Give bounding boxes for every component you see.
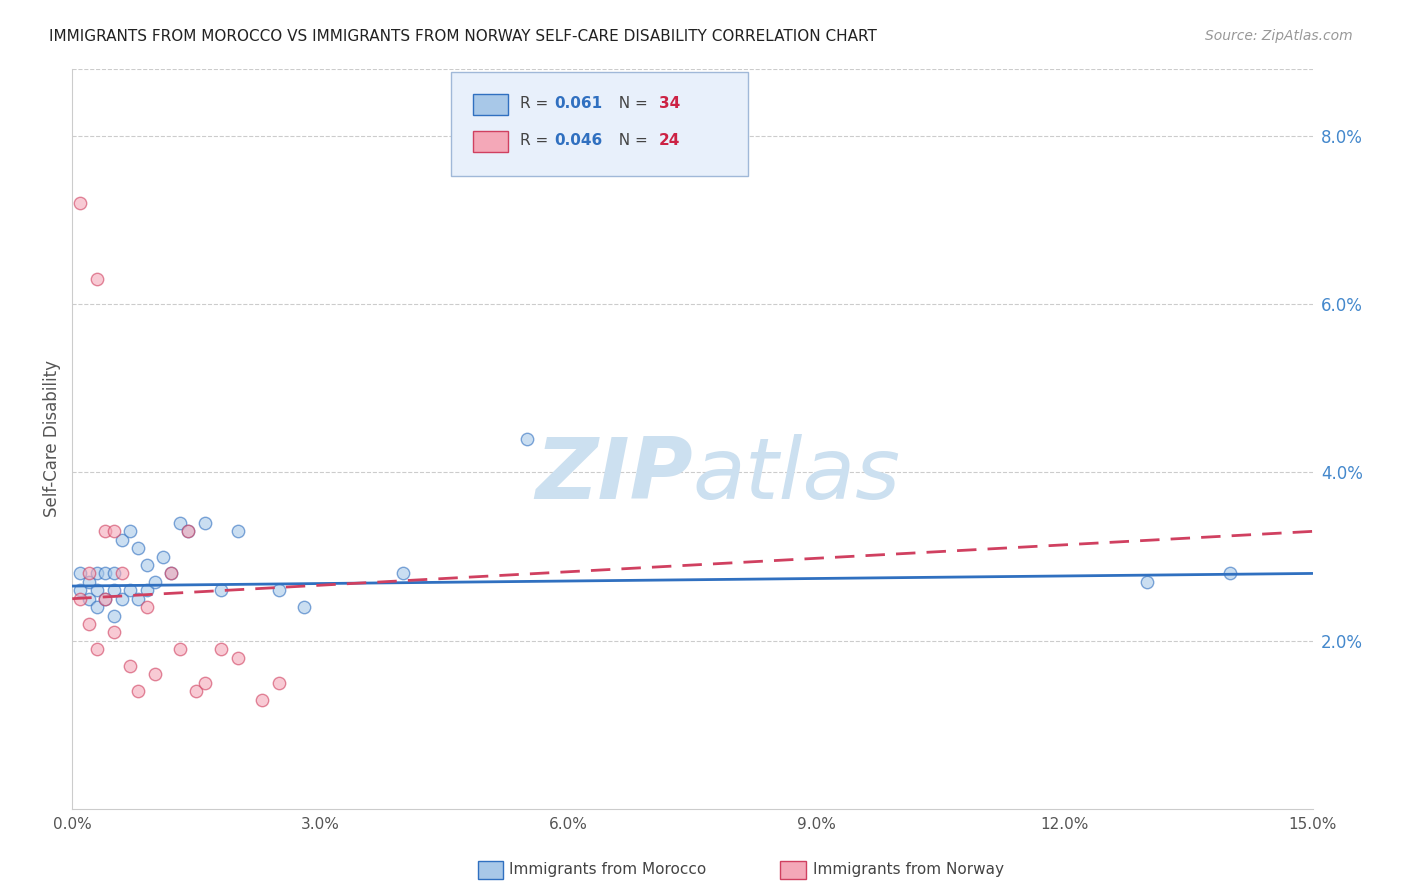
Point (160, 566, 183, 581)
Point (94, 591, 117, 606)
Point (120, 659, 142, 673)
Text: 34: 34 (659, 95, 681, 111)
Point (77, 616, 100, 631)
Text: Source: ZipAtlas.com: Source: ZipAtlas.com (1205, 29, 1353, 43)
Point (135, 558, 157, 572)
Point (86, 642, 108, 657)
Point (135, 600, 157, 615)
Text: Immigrants from Norway: Immigrants from Norway (813, 863, 1004, 877)
Point (69, 591, 91, 606)
Point (143, 667, 166, 681)
Point (193, 516, 215, 530)
Point (193, 676, 215, 690)
Point (103, 608, 125, 623)
Point (86, 566, 108, 581)
Point (103, 566, 125, 581)
Point (252, 692, 274, 706)
Point (516, 432, 538, 446)
Point (77, 574, 100, 589)
Point (86, 583, 108, 598)
Point (69, 196, 91, 211)
Point (111, 533, 134, 547)
Point (86, 600, 108, 615)
Point (186, 684, 208, 698)
Point (226, 524, 249, 539)
Point (127, 684, 149, 698)
Point (392, 566, 415, 581)
Point (160, 566, 183, 581)
Point (77, 566, 100, 581)
Point (226, 650, 249, 665)
Point (69, 566, 91, 581)
Point (1136, 574, 1159, 589)
Text: R =: R = (520, 133, 553, 148)
Point (127, 591, 149, 606)
Point (94, 566, 117, 581)
Y-axis label: Self-Care Disability: Self-Care Disability (44, 360, 60, 517)
Point (77, 591, 100, 606)
Point (169, 516, 191, 530)
Text: N =: N = (609, 133, 652, 148)
FancyBboxPatch shape (472, 95, 508, 115)
FancyBboxPatch shape (472, 131, 508, 153)
Point (143, 574, 166, 589)
Text: 0.046: 0.046 (555, 133, 603, 148)
Text: ZIP: ZIP (534, 434, 692, 517)
Text: 24: 24 (659, 133, 681, 148)
Point (127, 541, 149, 556)
Point (1219, 566, 1241, 581)
Point (120, 583, 142, 598)
Text: atlas: atlas (692, 434, 900, 517)
Point (120, 524, 142, 539)
Point (94, 524, 117, 539)
Point (177, 524, 200, 539)
Text: Immigrants from Morocco: Immigrants from Morocco (509, 863, 706, 877)
FancyBboxPatch shape (450, 72, 748, 176)
Point (111, 591, 134, 606)
Point (69, 583, 91, 598)
Point (103, 524, 125, 539)
Point (177, 524, 200, 539)
Point (135, 583, 157, 598)
Text: N =: N = (609, 95, 652, 111)
Point (267, 676, 290, 690)
Point (209, 642, 232, 657)
Point (169, 642, 191, 657)
Point (103, 625, 125, 640)
Text: R =: R = (520, 95, 553, 111)
Point (94, 591, 117, 606)
Point (292, 600, 315, 615)
Point (209, 583, 232, 598)
Text: IMMIGRANTS FROM MOROCCO VS IMMIGRANTS FROM NORWAY SELF-CARE DISABILITY CORRELATI: IMMIGRANTS FROM MOROCCO VS IMMIGRANTS FR… (49, 29, 877, 44)
Text: 0.061: 0.061 (555, 95, 603, 111)
Point (267, 583, 290, 598)
Point (152, 549, 174, 564)
Point (103, 583, 125, 598)
Point (111, 566, 134, 581)
Point (86, 272, 108, 286)
